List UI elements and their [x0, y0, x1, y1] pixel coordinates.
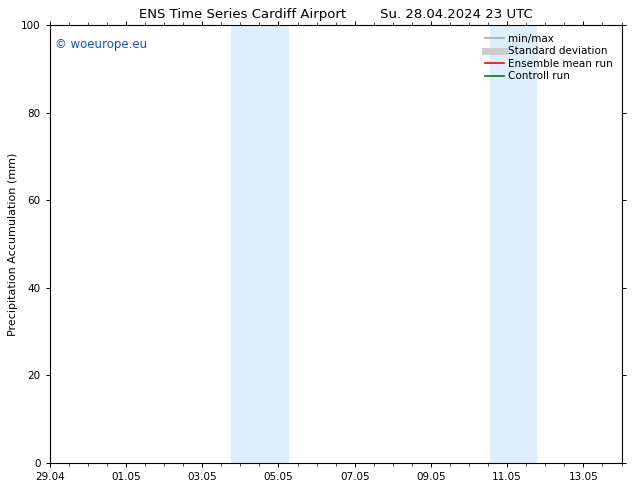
Bar: [252, 25, 288, 463]
Text: © woeurope.eu: © woeurope.eu: [56, 38, 148, 51]
Y-axis label: Precipitation Accumulation (mm): Precipitation Accumulation (mm): [8, 152, 18, 336]
Legend: min/max, Standard deviation, Ensemble mean run, Controll run: min/max, Standard deviation, Ensemble me…: [482, 30, 616, 85]
Bar: [507, 25, 536, 463]
Bar: [231, 25, 252, 463]
Bar: [490, 25, 507, 463]
Title: ENS Time Series Cardiff Airport        Su. 28.04.2024 23 UTC: ENS Time Series Cardiff Airport Su. 28.0…: [139, 8, 533, 22]
